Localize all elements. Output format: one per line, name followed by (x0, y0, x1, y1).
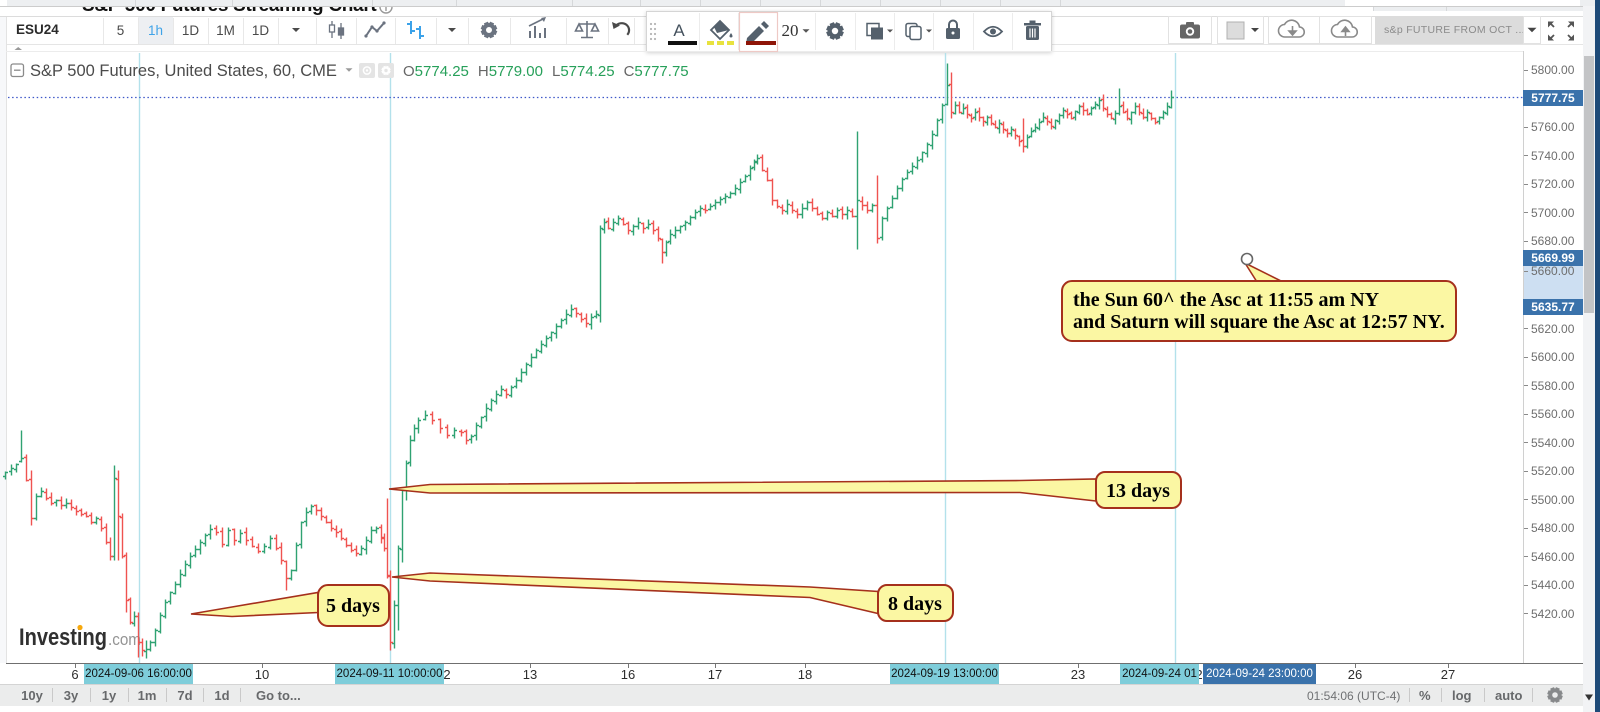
svg-text:5 days: 5 days (326, 595, 380, 617)
svg-text:8 days: 8 days (888, 593, 942, 615)
svg-text:.com: .com (108, 630, 141, 649)
svg-text:13 days: 13 days (1106, 480, 1170, 502)
svg-text:the Sun 60^ the Asc at 11:55 a: the Sun 60^ the Asc at 11:55 am NY (1073, 289, 1380, 311)
svg-text:Investing: Investing (19, 624, 107, 651)
svg-text:and Saturn will square the Asc: and Saturn will square the Asc at 12:57 … (1073, 311, 1445, 333)
